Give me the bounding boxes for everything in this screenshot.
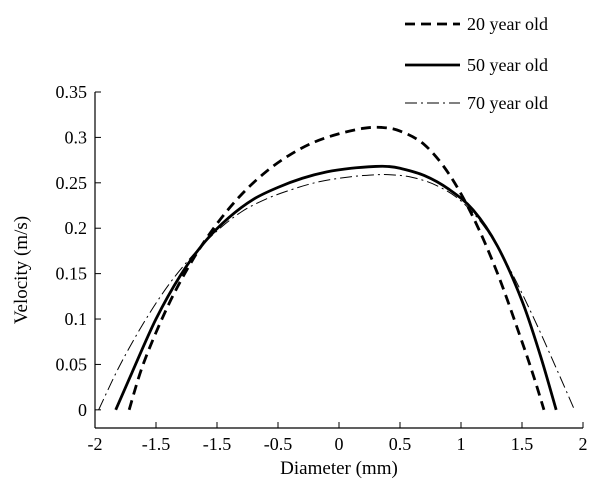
y-axis-title: Velocity (m/s) <box>11 216 32 324</box>
y-tick-label: 0.25 <box>56 173 88 193</box>
x-tick-label: 1 <box>457 434 466 454</box>
y-tick-label: 0.3 <box>65 127 88 147</box>
y-tick-label: 0.05 <box>56 354 88 374</box>
plot-series <box>98 125 575 411</box>
y-tick-label: 0.2 <box>65 218 88 238</box>
y-tick-label: 0 <box>78 400 87 420</box>
x-tick-label: 1.5 <box>511 434 534 454</box>
x-tick-label: -1.5 <box>203 434 232 454</box>
y-tick-label: 0.1 <box>65 309 88 329</box>
x-tick-label: 0 <box>335 434 344 454</box>
y-tick-label: 0.35 <box>56 82 88 102</box>
series-line-2 <box>114 164 558 411</box>
x-tick-label: 2 <box>579 434 588 454</box>
y-tick-label: 0.15 <box>56 264 88 284</box>
x-tick-label: -2 <box>88 434 103 454</box>
legend-label: 70 year old <box>467 93 548 113</box>
axes: -2 -1.5 -1.5 -0.5 0 0.5 1 1.5 2 0 0.05 0.1 0.15 0.2 0.… <box>56 82 588 454</box>
legend: 20 year old 50 year old 70 year old <box>405 14 548 113</box>
legend-label: 20 year old <box>467 14 548 34</box>
series-line-3 <box>98 174 575 411</box>
x-tick-label: 0.5 <box>389 434 412 454</box>
x-tick-label: -0.5 <box>264 434 293 454</box>
legend-label: 50 year old <box>467 55 548 75</box>
x-tick-label: -1.5 <box>142 434 171 454</box>
x-axis-title: Diameter (mm) <box>280 458 398 479</box>
